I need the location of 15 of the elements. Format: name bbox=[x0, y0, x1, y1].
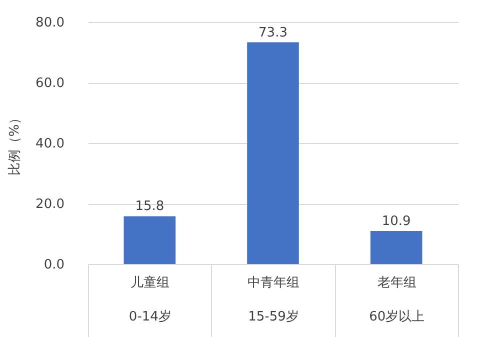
y-tick-label: 80.0 bbox=[36, 16, 64, 30]
y-axis-title: 比例（%） bbox=[8, 111, 23, 176]
y-tick-label: 40.0 bbox=[36, 136, 64, 152]
data-label: 15.8 bbox=[135, 199, 164, 214]
data-label: 10.9 bbox=[382, 214, 411, 230]
category-label: 儿童组 0-14岁 bbox=[128, 276, 172, 324]
data-label: 73.3 bbox=[258, 25, 288, 40]
bar bbox=[124, 216, 176, 264]
category-label: 老年组 60岁以上 bbox=[369, 276, 425, 324]
bar bbox=[370, 231, 422, 264]
y-tick-label: 60.0 bbox=[36, 76, 64, 91]
bar bbox=[247, 42, 299, 264]
y-tick-label: 0.0 bbox=[44, 258, 64, 272]
category-label: 中青年组 15-59岁 bbox=[248, 276, 300, 324]
y-tick-label: 20.0 bbox=[36, 197, 64, 212]
